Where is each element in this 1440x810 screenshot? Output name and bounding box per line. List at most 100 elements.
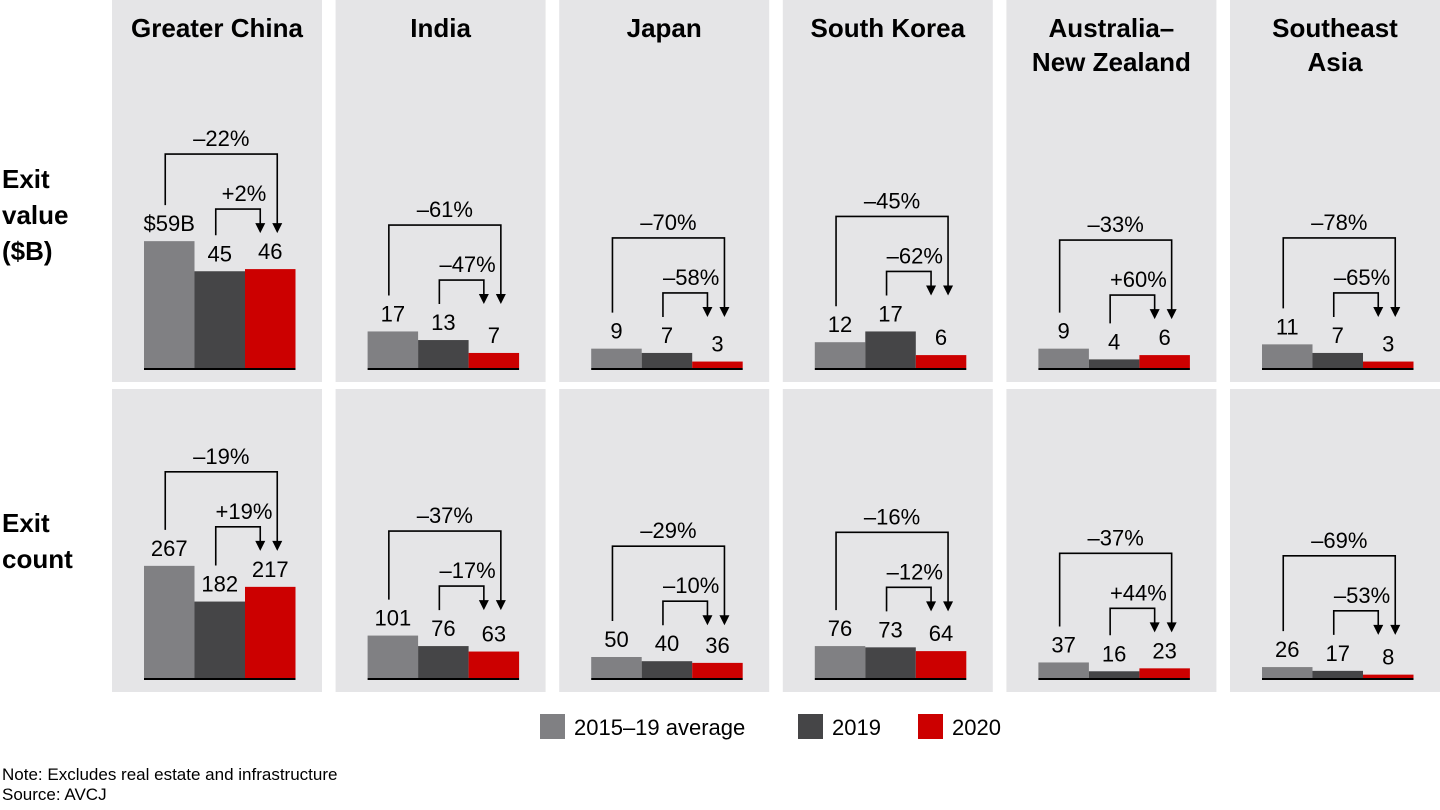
data-label: 182 (201, 572, 238, 597)
change-arrow-short (255, 223, 266, 234)
change-arrow-short (1149, 622, 1160, 633)
legend-label: 2015–19 average (574, 715, 745, 740)
data-label: 45 (208, 241, 232, 266)
bar-count (194, 601, 245, 678)
bar-count (591, 657, 642, 678)
change-label-long: –29% (640, 518, 696, 543)
data-label: 40 (655, 631, 679, 656)
panel-2-count (559, 389, 770, 692)
data-label: 73 (878, 617, 902, 642)
change-arrow-short (702, 615, 713, 626)
change-arrow-short (926, 285, 937, 296)
data-label: 26 (1275, 637, 1299, 662)
change-label-short: –65% (1334, 265, 1390, 290)
data-label: 17 (381, 301, 405, 326)
change-label-short: +60% (1110, 267, 1167, 292)
change-label-short: +44% (1110, 580, 1167, 605)
bar-value (245, 269, 296, 368)
change-bracket-long (1282, 555, 1397, 632)
data-label: 4 (1108, 329, 1120, 354)
bar-count (1038, 662, 1089, 678)
change-bracket-long (835, 215, 949, 307)
change-arrow-short (255, 540, 266, 551)
bar-count (468, 651, 520, 678)
change-bracket-short (1109, 607, 1156, 636)
data-label: 267 (151, 536, 188, 561)
region-title: Greater China (131, 13, 303, 43)
change-bracket-short (1332, 610, 1380, 635)
row-label: Exit (2, 508, 50, 538)
data-label: 217 (252, 557, 289, 582)
change-arrow-long (1390, 306, 1401, 317)
panel-3-count (782, 389, 993, 692)
change-label-short: +19% (216, 499, 273, 524)
change-label-short: –12% (887, 559, 943, 584)
data-label: $59B (144, 211, 195, 236)
data-label: 12 (828, 312, 852, 337)
change-arrow-short (1149, 309, 1160, 320)
change-label-long: –37% (1088, 525, 1144, 550)
data-label: 3 (1382, 332, 1394, 357)
region-title: Australia– (1049, 13, 1175, 43)
panel-2-value (559, 0, 770, 382)
row-label: ($B) (2, 236, 53, 266)
data-label: 11 (1276, 314, 1299, 339)
bar-count (865, 647, 916, 678)
change-arrow-long (1390, 624, 1401, 635)
change-bracket-long (388, 224, 502, 297)
region-title: Japan (627, 13, 702, 43)
bar-count (418, 646, 469, 678)
change-bracket-long (388, 530, 502, 603)
change-bracket-long (164, 153, 279, 226)
region-title: India (410, 13, 471, 43)
change-arrow-long (272, 223, 283, 234)
change-bracket-long (1058, 552, 1173, 627)
bar-count (144, 565, 195, 678)
data-label: 50 (604, 627, 628, 652)
bar-value (1038, 348, 1089, 368)
change-label-long: –45% (864, 188, 920, 213)
change-arrow-long (272, 540, 283, 551)
change-bracket-short (438, 585, 485, 611)
change-arrow-long (943, 285, 954, 296)
change-arrow-long (719, 306, 730, 317)
data-label: 17 (878, 301, 902, 326)
change-label-long: –37% (417, 503, 473, 528)
change-label-long: –78% (1311, 210, 1367, 235)
bar-value (692, 361, 743, 368)
data-label: 7 (1332, 323, 1344, 348)
data-label: 13 (431, 310, 455, 335)
change-bracket-long (1058, 239, 1173, 313)
change-arrow-short (1373, 624, 1384, 635)
change-bracket-short (214, 208, 262, 236)
bar-count (915, 651, 967, 678)
change-bracket-long (611, 237, 726, 313)
data-label: 16 (1102, 641, 1126, 666)
region-title: New Zealand (1032, 47, 1191, 77)
bar-value (367, 331, 419, 368)
bar-value (144, 241, 195, 368)
change-bracket-short (662, 600, 709, 626)
data-label: 7 (661, 323, 673, 348)
bar-value (641, 352, 693, 368)
bar-value (865, 331, 916, 368)
panel-1-value (335, 0, 546, 382)
data-label: 46 (258, 239, 282, 264)
change-bracket-short (1332, 292, 1380, 317)
legend-label: 2019 (832, 715, 881, 740)
change-arrow-long (495, 600, 506, 611)
bar-count (1312, 670, 1363, 678)
change-bracket-long (164, 471, 279, 543)
panel-5-count (1230, 389, 1440, 692)
data-label: 64 (929, 621, 953, 646)
row-label: count (2, 544, 73, 574)
panel-5-value (1230, 0, 1440, 382)
change-label-short: –58% (663, 265, 719, 290)
bar-count (1139, 668, 1190, 678)
bar-count (1088, 671, 1140, 678)
change-label-short: –53% (1334, 583, 1390, 608)
source-text: Source: AVCJ (2, 785, 107, 804)
change-arrow-long (1166, 309, 1177, 320)
panel-4-value (1006, 0, 1217, 382)
change-label-long: –22% (193, 126, 249, 151)
